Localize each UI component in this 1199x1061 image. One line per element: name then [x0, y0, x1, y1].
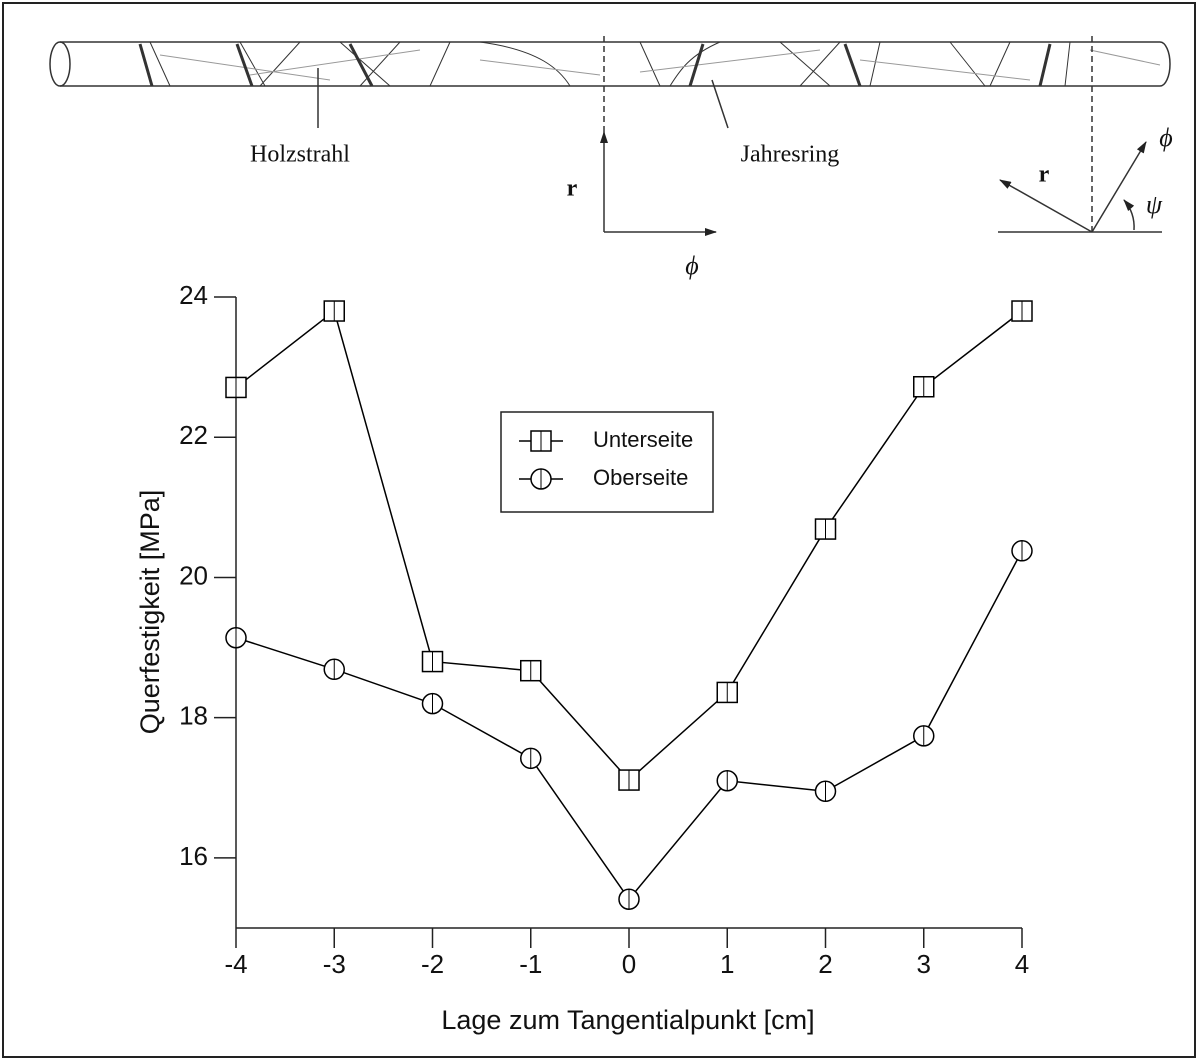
annotation: Jahresring	[741, 142, 840, 168]
y-tick-label: 16	[179, 841, 208, 871]
x-axis-label: Lage zum Tangentialpunkt [cm]	[441, 1005, 814, 1035]
x-tick-label: 4	[1015, 949, 1029, 979]
x-tick-label: -4	[224, 949, 247, 979]
y-tick-label: 24	[179, 280, 208, 310]
y-axis-label: Querfestigkeit [MPa]	[135, 490, 165, 735]
page: Holzstrahl Jahresring r ϕ r ϕ ψ Lage zum…	[0, 0, 1199, 1061]
annotation: ψ	[1146, 190, 1163, 219]
x-tick-label: 1	[720, 949, 734, 979]
annotation: ϕ	[685, 251, 698, 280]
x-tick-label: 3	[917, 949, 931, 979]
x-tick-label: 2	[818, 949, 832, 979]
annotation: r	[1039, 162, 1050, 188]
frame	[3, 3, 1195, 1057]
legend-label: Oberseite	[593, 465, 688, 490]
x-tick-label: 0	[622, 949, 636, 979]
x-tick-label: -3	[323, 949, 346, 979]
y-tick-label: 22	[179, 420, 208, 450]
annotation: Holzstrahl	[250, 142, 350, 168]
annotation: ϕ	[1159, 123, 1172, 152]
y-tick-label: 20	[179, 560, 208, 590]
series-line	[236, 551, 1022, 899]
x-tick-label: -2	[421, 949, 444, 979]
wood-diagram	[50, 36, 1170, 232]
y-tick-label: 18	[179, 701, 208, 731]
chart: Holzstrahl Jahresring r ϕ r ϕ ψ Lage zum…	[0, 0, 1199, 1061]
legend-label: Unterseite	[593, 427, 693, 452]
annotation: r	[567, 176, 578, 202]
x-tick-label: -1	[519, 949, 542, 979]
series-line	[236, 311, 1022, 780]
